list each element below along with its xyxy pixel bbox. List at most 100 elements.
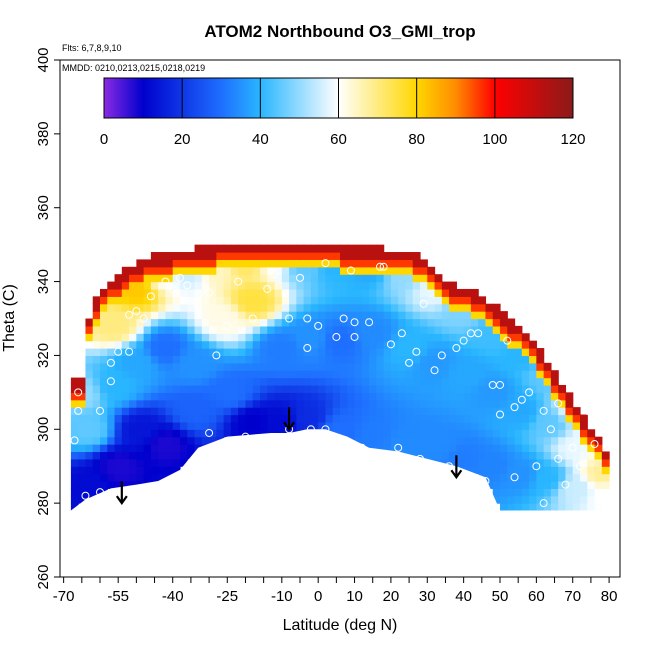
- heatmap-cell: [500, 377, 508, 386]
- heatmap-cell: [529, 348, 537, 357]
- down-arrow: [450, 455, 463, 480]
- heatmap-cell: [296, 274, 305, 283]
- heatmap-cell: [347, 274, 356, 283]
- heatmap-cell: [340, 392, 348, 401]
- heatmap-cell: [150, 318, 159, 327]
- heatmap-cell: [158, 473, 167, 482]
- heatmap-cell: [289, 296, 297, 305]
- heatmap-cell: [129, 370, 137, 379]
- heatmap-cell: [85, 407, 94, 416]
- heatmap-cell: [267, 259, 276, 268]
- heatmap-cell: [449, 333, 457, 342]
- heatmap-cell: [441, 348, 450, 357]
- heatmap-cell: [318, 407, 327, 416]
- heatmap-cell: [230, 348, 239, 357]
- heatmap-cell: [390, 370, 399, 379]
- heatmap-cell: [354, 362, 363, 371]
- heatmap-cell: [398, 384, 407, 393]
- heatmap-cell: [310, 399, 319, 408]
- heatmap-cell: [543, 392, 552, 401]
- observation-point: [394, 443, 403, 452]
- heatmap-cell: [310, 303, 319, 312]
- heatmap-cell: [383, 355, 392, 364]
- heatmap-cell: [485, 429, 494, 438]
- heatmap-cell: [274, 244, 283, 253]
- heatmap-cell: [281, 244, 290, 253]
- y-tick-label: 380: [35, 121, 52, 146]
- heatmap-cell: [398, 266, 407, 275]
- heatmap-cell: [376, 303, 385, 312]
- heatmap-cell: [412, 259, 421, 268]
- heatmap-cell: [456, 399, 465, 408]
- heatmap-cell: [420, 421, 428, 430]
- heatmap-cell: [180, 444, 188, 453]
- heatmap-cell: [470, 325, 479, 334]
- heatmap-cell: [405, 436, 414, 445]
- heatmap-cell: [303, 407, 312, 416]
- heatmap-cell: [521, 444, 530, 453]
- heatmap-cell: [405, 296, 414, 305]
- heatmap-cell: [150, 274, 159, 283]
- heatmap-cell: [529, 362, 537, 371]
- heatmap-cell: [470, 340, 479, 349]
- heatmap-cell: [310, 407, 319, 416]
- heatmap-cell: [150, 466, 159, 475]
- heatmap-cell: [143, 407, 152, 416]
- heatmap-cell: [492, 318, 501, 327]
- heatmap-cell: [209, 362, 217, 371]
- heatmap-cell: [456, 414, 465, 423]
- heatmap-cell: [150, 362, 159, 371]
- heatmap-cell: [441, 303, 450, 312]
- heatmap-cell: [449, 421, 457, 430]
- heatmap-cell: [580, 458, 588, 467]
- heatmap-cell: [289, 384, 297, 393]
- heatmap-cell: [252, 281, 261, 290]
- heatmap-cell: [296, 407, 305, 416]
- heatmap-cell: [201, 296, 210, 305]
- heatmap-cell: [143, 458, 152, 467]
- heatmap-cell: [565, 495, 574, 504]
- heatmap-cell: [129, 421, 137, 430]
- heatmap-cell: [180, 288, 188, 297]
- observation-point: [96, 406, 104, 415]
- heatmap-cell: [129, 377, 137, 386]
- heatmap-cell: [500, 466, 508, 475]
- heatmap-cell: [369, 281, 377, 290]
- heatmap-cell: [456, 407, 465, 416]
- heatmap-cell: [129, 444, 137, 453]
- heatmap-cell: [114, 296, 123, 305]
- observation-point: [496, 380, 504, 389]
- heatmap-cell: [201, 348, 210, 357]
- heatmap-cell: [121, 392, 130, 401]
- heatmap-cell: [492, 377, 501, 386]
- heatmap-cell: [165, 451, 174, 460]
- observation-point: [132, 307, 141, 316]
- heatmap-cell: [543, 370, 552, 379]
- heatmap-cell: [201, 436, 210, 445]
- heatmap-cell: [405, 370, 414, 379]
- heatmap-cell: [78, 480, 87, 489]
- heatmap-cell: [78, 466, 87, 475]
- heatmap-cell: [238, 303, 247, 312]
- heatmap-cell: [187, 377, 196, 386]
- heatmap-cell: [303, 303, 312, 312]
- heatmap-cell: [492, 414, 501, 423]
- heatmap-cell: [296, 296, 305, 305]
- heatmap-cell: [303, 399, 312, 408]
- heatmap-cell: [267, 421, 276, 430]
- heatmap-cell: [463, 288, 472, 297]
- heatmap-cell: [398, 414, 407, 423]
- heatmap-cell: [165, 407, 174, 416]
- heatmap-cell: [318, 252, 327, 261]
- heatmap-cell: [398, 252, 407, 261]
- y-tick-label: 320: [35, 343, 52, 368]
- heatmap-cell: [369, 325, 377, 334]
- heatmap-cell: [194, 288, 203, 297]
- heatmap-cell: [230, 274, 239, 283]
- heatmap-cell: [529, 458, 537, 467]
- observation-point: [106, 358, 115, 367]
- heatmap-cell: [165, 348, 174, 357]
- heatmap-cell: [441, 421, 450, 430]
- heatmap-cell: [558, 451, 567, 460]
- heatmap-cell: [121, 384, 130, 393]
